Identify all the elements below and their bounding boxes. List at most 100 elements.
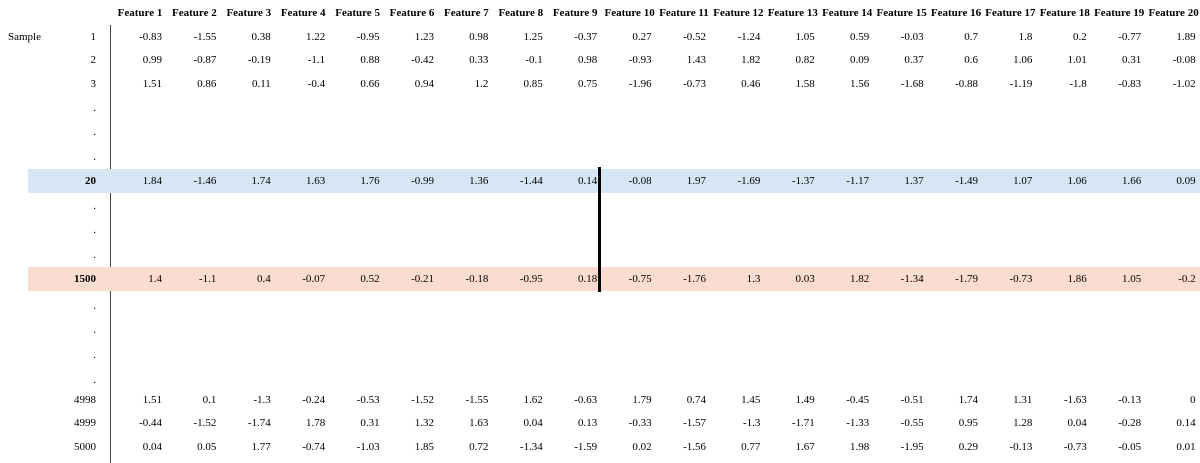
cell-value: 0.85 <box>523 78 543 90</box>
cell-value: -0.83 <box>139 31 162 43</box>
cell-value: 0.01 <box>1176 441 1196 453</box>
cell-value: -0.05 <box>1118 441 1142 453</box>
sample-label: 5000 <box>74 441 96 453</box>
cell-value: 0.09 <box>849 54 870 66</box>
column-header: Feature 5 <box>335 7 380 19</box>
sample-label: . <box>93 249 96 261</box>
cell-value: -0.73 <box>1063 441 1087 453</box>
cell-value: 0.66 <box>360 78 380 90</box>
cell-value: 1.76 <box>360 175 380 187</box>
column-header: Feature 4 <box>280 7 326 19</box>
cell-value: 1.2 <box>474 78 489 90</box>
cell-value: -1.44 <box>519 175 543 187</box>
cell-value: -0.95 <box>519 273 543 285</box>
cell-value: 0.02 <box>632 441 652 453</box>
cell-value: -1.3 <box>742 417 761 429</box>
cell-value: -0.77 <box>1118 31 1142 43</box>
cell-value: 0.04 <box>1067 417 1087 429</box>
cell-value: 0.11 <box>251 78 271 90</box>
column-header: Feature 6 <box>389 7 435 19</box>
cell-value: 1.01 <box>1067 54 1087 66</box>
cell-value: 1.4 <box>148 273 162 285</box>
cell-value: 1.23 <box>414 31 434 43</box>
cell-value: 0.31 <box>1121 54 1142 66</box>
cell-value: 0.37 <box>904 54 924 66</box>
cell-value: 0.4 <box>257 273 271 285</box>
cell-value: 1.05 <box>795 31 815 43</box>
sample-label: 1 <box>90 31 97 43</box>
cell-value: -0.51 <box>900 394 924 406</box>
cell-value: 0.74 <box>686 394 706 406</box>
cell-value: -0.88 <box>955 78 978 90</box>
sample-label: 1500 <box>74 273 96 285</box>
cell-value: -0.13 <box>1009 441 1033 453</box>
cell-value: 0.31 <box>360 417 380 429</box>
cell-value: 1.07 <box>1013 175 1033 187</box>
cell-value: 1.22 <box>305 31 326 43</box>
cell-value: -0.24 <box>302 394 326 406</box>
column-header: Feature 1 <box>117 7 163 19</box>
cell-value: -1.46 <box>193 175 217 187</box>
cell-value: -0.53 <box>356 394 380 406</box>
cell-value: -1.57 <box>683 417 706 429</box>
cell-value: -0.42 <box>411 54 434 66</box>
sample-label: . <box>93 374 96 386</box>
cell-value: -1.96 <box>628 78 652 90</box>
cell-value: 1.89 <box>1176 31 1196 43</box>
column-header: Feature 7 <box>444 7 489 19</box>
cell-value: 1.63 <box>469 417 489 429</box>
cell-value: -0.4 <box>307 78 326 90</box>
cell-value: 1.25 <box>523 31 543 43</box>
cell-value: 1.31 <box>1013 394 1033 406</box>
sample-label: 4998 <box>74 394 96 406</box>
cell-value: -1.37 <box>791 175 815 187</box>
cell-value: 0.14 <box>1176 417 1196 429</box>
cell-value: 1.05 <box>1121 273 1142 285</box>
cell-value: -1.17 <box>846 175 870 187</box>
cell-value: 0.88 <box>360 54 380 66</box>
cell-value: -1.63 <box>1063 394 1087 406</box>
cell-value: -1.55 <box>465 394 489 406</box>
sample-label: 3 <box>90 78 97 90</box>
column-header: Feature 10 <box>604 7 655 19</box>
cell-value: -0.93 <box>628 54 652 66</box>
cell-value: 1.63 <box>305 175 326 187</box>
cell-value: 1.74 <box>958 394 978 406</box>
row-highlight <box>28 169 1200 193</box>
cell-value: 1.84 <box>142 175 162 187</box>
cell-value: -1.52 <box>411 394 434 406</box>
cell-value: 0.03 <box>795 273 815 285</box>
cell-value: -1.02 <box>1172 78 1196 90</box>
cell-value: -1.33 <box>846 417 870 429</box>
cell-value: -0.52 <box>683 31 706 43</box>
cell-value: 0.7 <box>964 31 978 43</box>
cell-value: -1.74 <box>247 417 271 429</box>
cell-value: 0.46 <box>741 78 761 90</box>
cell-value: 0.18 <box>577 273 598 285</box>
cell-value: 1.66 <box>1121 175 1142 187</box>
cell-value: 1.43 <box>686 54 706 66</box>
cell-value: -0.08 <box>1172 54 1196 66</box>
cell-value: -1.1 <box>198 273 217 285</box>
cell-value: -1.24 <box>737 31 761 43</box>
column-header: Feature 12 <box>713 7 764 19</box>
cell-value: -1.8 <box>1069 78 1087 90</box>
cell-value: 1.97 <box>686 175 706 187</box>
cell-value: 0.38 <box>251 31 271 43</box>
cell-value: 0.05 <box>197 441 217 453</box>
cell-value: 0.98 <box>469 31 489 43</box>
cell-value: 0.94 <box>414 78 434 90</box>
row-highlight <box>28 267 1200 291</box>
cell-value: 1.77 <box>251 441 271 453</box>
cell-value: 0.33 <box>469 54 489 66</box>
cell-value: -1.3 <box>253 394 271 406</box>
cell-value: 1.51 <box>142 394 162 406</box>
column-header: Feature 19 <box>1094 7 1145 19</box>
cell-value: -1.79 <box>955 273 978 285</box>
column-header: Feature 14 <box>822 7 873 19</box>
cell-value: -0.2 <box>1178 273 1196 285</box>
cell-value: -0.55 <box>900 417 924 429</box>
cell-value: -1.03 <box>356 441 380 453</box>
cell-value: -1.55 <box>193 31 217 43</box>
